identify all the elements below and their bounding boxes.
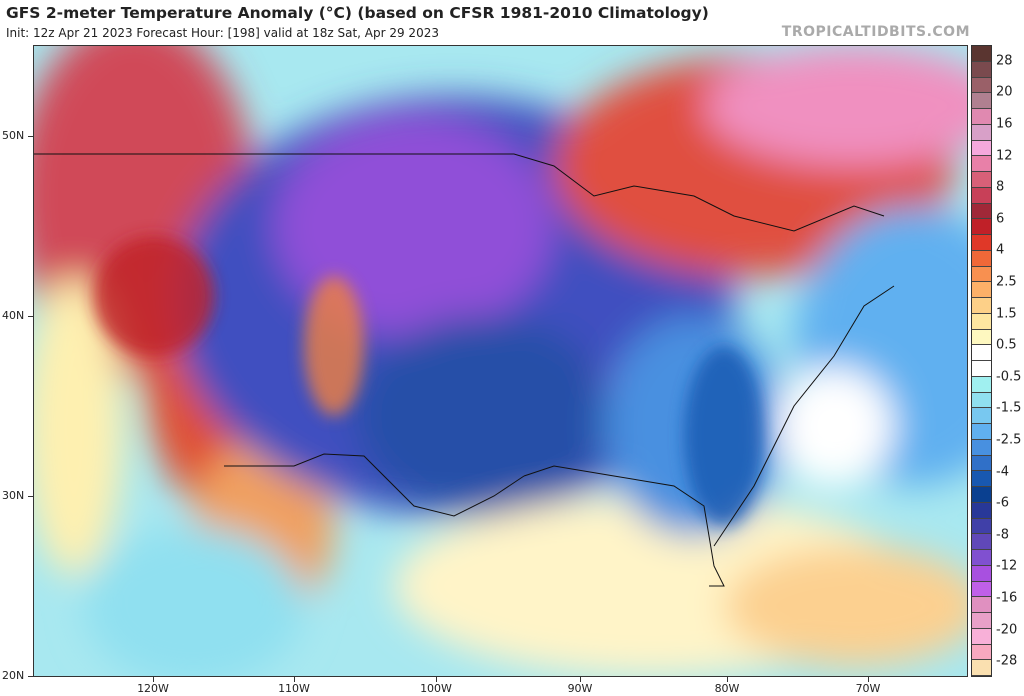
colorbar-swatch bbox=[972, 644, 991, 661]
lat-label-30n: 30N bbox=[2, 489, 25, 502]
temperature-anomaly-map bbox=[33, 45, 968, 677]
colorbar-swatch bbox=[972, 424, 991, 440]
colorbar-label: -0.5 bbox=[996, 369, 1022, 385]
lon-tick bbox=[580, 677, 581, 682]
colorbar-swatch bbox=[972, 565, 991, 582]
colorbar-swatch bbox=[972, 439, 991, 456]
colorbar-swatch bbox=[972, 329, 991, 346]
colorbar-swatch bbox=[972, 628, 991, 645]
colorbar-swatch bbox=[972, 298, 991, 314]
brand-watermark[interactable]: TROPICALTIDBITS.COM bbox=[781, 24, 970, 40]
lon-label-100w: 100W bbox=[420, 682, 452, 695]
colorbar-swatch bbox=[972, 156, 991, 172]
colorbar-swatch bbox=[972, 187, 991, 204]
lon-label-80w: 80W bbox=[714, 682, 740, 695]
colorbar-swatch bbox=[972, 219, 991, 235]
colorbar-swatch bbox=[972, 518, 991, 535]
colorbar-swatch bbox=[972, 376, 991, 393]
lat-tick bbox=[28, 496, 33, 497]
colorbar-label: 8 bbox=[996, 179, 1005, 195]
borders bbox=[34, 153, 895, 587]
colorbar-swatch bbox=[972, 487, 991, 503]
colorbar-label: -1.5 bbox=[996, 400, 1022, 416]
map-title: GFS 2-meter Temperature Anomaly (°C) (ba… bbox=[6, 4, 709, 22]
colorbar-swatch bbox=[972, 534, 991, 550]
colorbar-label: 20 bbox=[996, 84, 1013, 100]
lon-label-120w: 120W bbox=[137, 682, 169, 695]
colorbar-swatch bbox=[972, 455, 991, 472]
colorbar-swatch bbox=[972, 392, 991, 409]
colorbar-swatch bbox=[972, 203, 991, 220]
colorbar-swatch bbox=[972, 282, 991, 298]
colorbar-label: 1.5 bbox=[996, 306, 1017, 322]
colorbar bbox=[971, 45, 992, 677]
colorbar-label: 6 bbox=[996, 211, 1005, 227]
colorbar-swatch bbox=[972, 172, 991, 188]
colorbar-label: 12 bbox=[996, 148, 1013, 164]
lat-tick bbox=[28, 676, 33, 677]
colorbar-swatch bbox=[972, 502, 991, 519]
colorbar-label: -6 bbox=[996, 495, 1009, 511]
colorbar-label: 16 bbox=[996, 116, 1013, 132]
lon-tick bbox=[727, 677, 728, 682]
colorbar-swatch bbox=[972, 471, 991, 487]
colorbar-swatch bbox=[972, 613, 991, 629]
lon-label-70w: 70W bbox=[855, 682, 881, 695]
lon-tick bbox=[436, 677, 437, 682]
lat-label-20n: 20N bbox=[2, 669, 25, 682]
lat-tick bbox=[28, 316, 33, 317]
colorbar-label: 4 bbox=[996, 242, 1005, 258]
colorbar-swatch bbox=[972, 93, 991, 109]
colorbar-label: 0.5 bbox=[996, 337, 1017, 353]
colorbar-swatch bbox=[972, 109, 991, 125]
colorbar-label: -2.5 bbox=[996, 432, 1022, 448]
colorbar-swatch bbox=[972, 660, 991, 676]
colorbar-label: -28 bbox=[996, 653, 1018, 669]
colorbar-swatch bbox=[972, 46, 991, 62]
colorbar-swatch bbox=[972, 61, 991, 78]
colorbar-swatch bbox=[972, 250, 991, 267]
colorbar-swatch bbox=[972, 266, 991, 283]
lat-label-40n: 40N bbox=[2, 309, 25, 322]
lon-label-110w: 110W bbox=[278, 682, 310, 695]
colorbar-swatch bbox=[972, 408, 991, 424]
colorbar-label: -12 bbox=[996, 558, 1018, 574]
colorbar-label: 2.5 bbox=[996, 274, 1017, 290]
lon-label-90w: 90W bbox=[567, 682, 593, 695]
colorbar-swatch bbox=[972, 124, 991, 141]
anomaly-field bbox=[34, 46, 967, 676]
colorbar-swatch bbox=[972, 313, 991, 330]
colorbar-swatch bbox=[972, 361, 991, 377]
colorbar-label: -4 bbox=[996, 464, 1009, 480]
colorbar-swatch bbox=[972, 597, 991, 613]
map-subtitle: Init: 12z Apr 21 2023 Forecast Hour: [19… bbox=[6, 26, 439, 40]
lon-tick bbox=[868, 677, 869, 682]
colorbar-label: -8 bbox=[996, 527, 1009, 543]
lon-tick bbox=[153, 677, 154, 682]
lat-label-50n: 50N bbox=[2, 129, 25, 142]
lon-tick bbox=[294, 677, 295, 682]
lat-tick bbox=[28, 136, 33, 137]
colorbar-swatch bbox=[972, 345, 991, 361]
colorbar-label: -16 bbox=[996, 590, 1018, 606]
colorbar-swatch bbox=[972, 77, 991, 94]
colorbar-swatch bbox=[972, 140, 991, 157]
colorbar-label: -20 bbox=[996, 622, 1018, 638]
colorbar-label: 28 bbox=[996, 53, 1013, 69]
colorbar-swatch bbox=[972, 235, 991, 251]
colorbar-swatch bbox=[972, 550, 991, 566]
colorbar-swatch bbox=[972, 581, 991, 598]
